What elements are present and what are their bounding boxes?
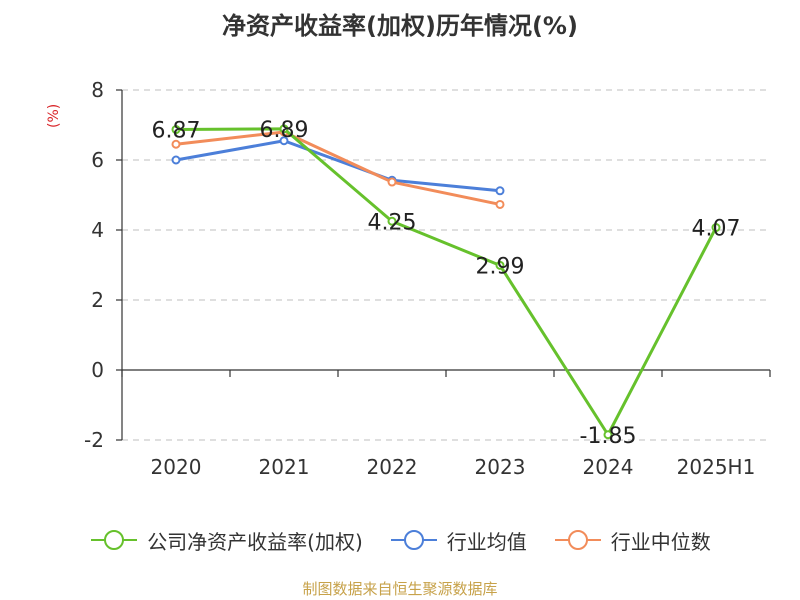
y-tick-label: 4 xyxy=(91,218,104,242)
legend-line-marker-icon xyxy=(390,530,437,550)
x-tick-label: 2020 xyxy=(151,455,202,479)
data-label: -1.85 xyxy=(580,424,637,449)
data-label: 4.25 xyxy=(368,210,417,235)
chart-legend: 公司净资产收益率(加权) 行业均值 行业中位数 xyxy=(0,520,800,560)
y-tick-label: 6 xyxy=(91,148,104,172)
legend-line-marker-icon xyxy=(554,530,601,550)
data-point xyxy=(387,177,397,187)
data-point xyxy=(495,186,505,196)
legend-label-company: 公司净资产收益率(加权) xyxy=(147,529,363,554)
data-label: 6.89 xyxy=(260,118,309,143)
data-point xyxy=(603,430,613,440)
data-point xyxy=(171,125,181,135)
data-point xyxy=(387,216,397,226)
source-note: 制图数据来自恒生聚源数据库 xyxy=(302,580,498,598)
x-tick-label: 2025H1 xyxy=(677,455,756,479)
y-tick-label: 8 xyxy=(91,78,104,102)
x-tick-label: 2021 xyxy=(259,455,310,479)
legend-line-marker-icon xyxy=(91,530,138,550)
data-point xyxy=(279,124,289,134)
x-tick-label: 2024 xyxy=(583,455,634,479)
data-label: 6.87 xyxy=(152,119,201,144)
data-point xyxy=(171,139,181,149)
chart-title: 净资产收益率(加权)历年情况(%) xyxy=(222,12,578,40)
y-tick-label: -2 xyxy=(84,428,104,452)
legend-item-industry-median[interactable]: 行业中位数 xyxy=(553,526,711,555)
legend-label-industry-avg: 行业均值 xyxy=(446,529,527,554)
x-tick-label: 2022 xyxy=(367,455,418,479)
legend-item-industry-avg[interactable]: 行业均值 xyxy=(389,526,527,555)
data-label: 4.07 xyxy=(692,217,741,242)
series-line-2 xyxy=(175,130,501,206)
data-point xyxy=(495,260,505,270)
line-chart: -2 0 2 4 6 8 2020 2021 2022 2023 2024 2025H1 6.87 6.8… xyxy=(84,78,771,479)
data-label: 2.99 xyxy=(476,254,525,279)
y-tick-label: 0 xyxy=(91,358,104,382)
legend-label-industry-median: 行业中位数 xyxy=(610,529,711,554)
data-point xyxy=(171,155,181,165)
series-line-0 xyxy=(175,127,718,437)
data-point xyxy=(495,199,505,209)
data-point xyxy=(711,223,721,233)
series-line-1 xyxy=(175,139,501,193)
y-tick-label: 2 xyxy=(91,288,104,312)
data-point xyxy=(279,136,289,146)
x-tick-label: 2023 xyxy=(475,455,526,479)
legend-item-company[interactable]: 公司净资产收益率(加权) xyxy=(89,526,363,555)
